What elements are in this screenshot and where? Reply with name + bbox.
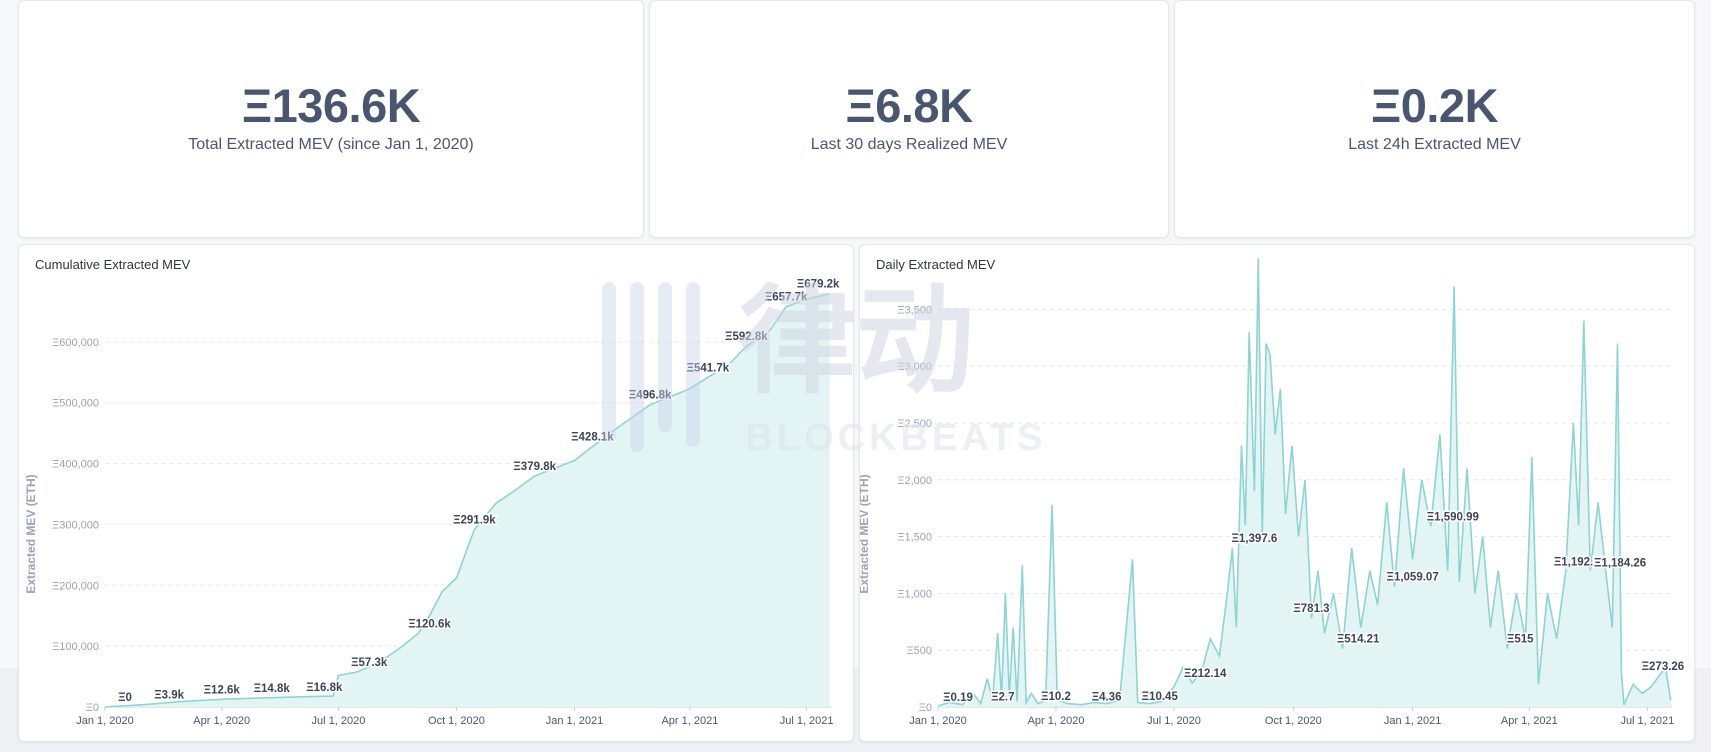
daily-x-tick-label: Jul 1, 2021: [1620, 715, 1674, 727]
cumulative-data-label: Ξ679.2k: [797, 279, 840, 291]
cumulative-x-tick-label: Jul 1, 2021: [780, 715, 834, 727]
cumulative-data-label: Ξ3.9k: [154, 690, 184, 702]
daily-x-tick-label: Apr 1, 2021: [1501, 715, 1558, 727]
cumulative-y-axis-label: Extracted MEV (ETH): [24, 474, 38, 593]
kpi-total-label: Total Extracted MEV (since Jan 1, 2020): [188, 136, 474, 153]
daily-data-label: Ξ514.21: [1337, 634, 1380, 646]
daily-x-tick-label: Oct 1, 2020: [1265, 715, 1322, 727]
daily-data-label: Ξ1,192.75: [1554, 557, 1607, 569]
cumulative-data-label: Ξ12.6k: [204, 684, 241, 696]
cumulative-data-label: Ξ291.9k: [453, 514, 496, 526]
daily-data-label: Ξ515: [1507, 633, 1534, 645]
daily-data-label: Ξ0.19: [943, 692, 973, 704]
kpi-30d-label: Last 30 days Realized MEV: [810, 136, 1008, 153]
daily-data-label: Ξ1,059.07: [1387, 572, 1439, 584]
cumulative-x-tick-label: Apr 1, 2021: [661, 715, 718, 727]
cumulative-data-label: Ξ14.8k: [254, 683, 291, 695]
daily-y-tick-label: Ξ3,500: [897, 304, 932, 316]
daily-series-line: [937, 258, 1672, 707]
kpi-24h-value: Ξ0.2K: [1370, 79, 1499, 132]
cumulative-data-label: Ξ541.7k: [687, 362, 730, 374]
cumulative-y-tick-label: Ξ0: [86, 702, 99, 714]
daily-data-label: Ξ273.26: [1642, 661, 1685, 673]
cumulative-x-tick-label: Apr 1, 2020: [193, 715, 250, 727]
daily-y-tick-label: Ξ3,000: [897, 361, 932, 373]
daily-x-tick-label: Jan 1, 2020: [909, 715, 967, 727]
daily-data-label: Ξ2.7: [991, 692, 1014, 704]
daily-x-tick-label: Apr 1, 2020: [1028, 715, 1085, 727]
cumulative-series-line: [104, 292, 830, 708]
daily-data-label: Ξ781.3: [1293, 603, 1329, 615]
cumulative-x-tick-label: Oct 1, 2020: [428, 715, 485, 727]
daily-data-label: Ξ10.2: [1041, 691, 1071, 703]
cumulative-data-label: Ξ428.1k: [571, 431, 614, 443]
daily-y-axis-label: Extracted MEV (ETH): [860, 474, 871, 593]
cumulative-chart-card: Cumulative Extracted MEV Ξ0 Ξ100,000 Ξ200,…: [18, 244, 854, 742]
kpi-30d-value: Ξ6.8K: [845, 79, 973, 132]
daily-y-tick-label: Ξ2,000: [897, 475, 932, 487]
cumulative-y-tick-label: Ξ600,000: [52, 337, 99, 349]
cumulative-data-label: Ξ0: [118, 692, 132, 704]
kpi-card-24h: Ξ0.2K Last 24h Extracted MEV: [1174, 0, 1695, 238]
cumulative-data-label: Ξ657.7k: [765, 292, 808, 304]
daily-y-tick-label: Ξ1,000: [897, 588, 932, 600]
cumulative-y-tick-label: Ξ500,000: [52, 398, 99, 410]
daily-x-tick-label: Jul 1, 2020: [1147, 715, 1201, 727]
daily-y-tick-label: Ξ2,500: [897, 418, 932, 430]
daily-x-tick-label: Jan 1, 2021: [1384, 715, 1442, 727]
cumulative-y-tick-label: Ξ400,000: [52, 459, 99, 471]
daily-data-label: Ξ1,590.99: [1427, 511, 1479, 523]
cumulative-data-label: Ξ57.3k: [351, 657, 388, 669]
cumulative-chart: Ξ0 Ξ100,000 Ξ200,000 Ξ300,000 Ξ400,000 Ξ500,0…: [24, 277, 842, 727]
daily-data-label: Ξ212.14: [1184, 668, 1227, 680]
daily-data-label: Ξ4.36: [1092, 692, 1122, 704]
kpi-card-total: Ξ136.6K Total Extracted MEV (since Jan 1…: [18, 0, 644, 238]
cumulative-data-label: Ξ120.6k: [408, 619, 451, 631]
daily-y-tick-label: Ξ1,500: [897, 532, 932, 544]
cumulative-y-tick-label: Ξ200,000: [52, 580, 99, 592]
cumulative-data-label: Ξ379.8k: [513, 461, 556, 473]
cumulative-x-tick-label: Jan 1, 2020: [76, 715, 134, 727]
kpi-24h-label: Last 24h Extracted MEV: [1348, 136, 1521, 153]
cumulative-y-tick-label: Ξ300,000: [52, 519, 99, 531]
cumulative-data-label: Ξ592.8k: [725, 331, 768, 343]
daily-y-tick-label: Ξ500: [906, 645, 932, 657]
daily-data-label: Ξ1,397.6: [1232, 533, 1278, 545]
cumulative-data-label: Ξ496.8k: [629, 390, 672, 402]
cumulative-y-tick-label: Ξ100,000: [52, 641, 99, 653]
daily-chart-title: Daily Extracted MEV: [876, 257, 996, 272]
kpi-card-30d: Ξ6.8K Last 30 days Realized MEV: [649, 0, 1169, 238]
daily-data-label: Ξ1,184.26: [1594, 557, 1646, 569]
cumulative-x-tick-label: Jan 1, 2021: [546, 715, 604, 727]
daily-data-label: Ξ10.45: [1142, 691, 1179, 703]
kpi-total-value: Ξ136.6K: [241, 79, 421, 132]
daily-chart-card: Daily Extracted MEV Ξ0 Ξ500 Ξ1,000 Ξ1,500 Ξ2…: [859, 244, 1695, 742]
daily-chart: Ξ0 Ξ500 Ξ1,000 Ξ1,500 Ξ2,000 Ξ2,500 Ξ3,000 Ξ3,5…: [860, 258, 1686, 727]
daily-y-tick-label: Ξ0: [919, 702, 932, 714]
cumulative-x-tick-label: Jul 1, 2020: [312, 715, 366, 727]
cumulative-chart-title: Cumulative Extracted MEV: [35, 257, 191, 272]
cumulative-data-label: Ξ16.8k: [306, 682, 343, 694]
cumulative-area: [105, 293, 830, 707]
